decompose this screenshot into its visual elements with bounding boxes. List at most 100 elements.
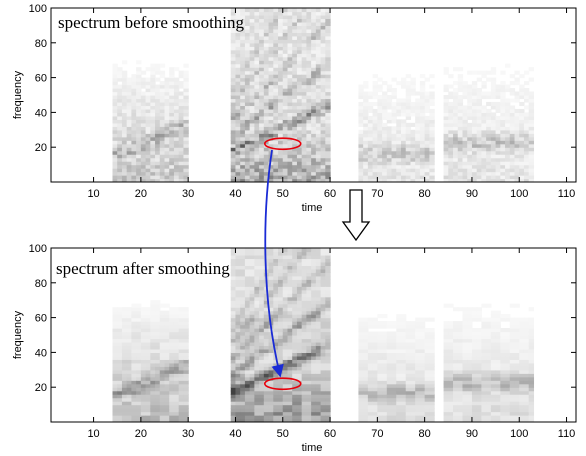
heatmap-cell: [358, 352, 364, 357]
heatmap-cell: [131, 397, 137, 402]
heatmap-cell: [263, 362, 270, 367]
heatmap-cell: [183, 310, 189, 315]
heatmap-cell: [244, 258, 251, 263]
heatmap-cell: [311, 129, 317, 134]
heatmap-cell: [112, 108, 118, 113]
heatmap-cell: [476, 168, 483, 173]
heatmap-cell: [136, 394, 142, 399]
heatmap-cell: [401, 390, 407, 395]
heatmap-cell: [282, 390, 289, 395]
heatmap-cell: [155, 411, 161, 416]
heatmap-cell: [315, 338, 322, 343]
heatmap-cell: [126, 404, 133, 409]
heatmap-cell: [155, 105, 161, 110]
heatmap-cell: [396, 324, 402, 329]
heatmap-cell: [136, 397, 142, 402]
heatmap-cell: [178, 317, 185, 322]
heatmap-cell: [296, 254, 303, 260]
heatmap-cell: [273, 265, 279, 270]
heatmap-cell: [391, 105, 397, 110]
heatmap-cell: [311, 401, 317, 406]
heatmap-cell: [244, 335, 251, 340]
heatmap-cell: [140, 390, 147, 395]
heatmap-cell: [136, 338, 142, 343]
heatmap-cell: [169, 380, 175, 385]
heatmap-cell: [325, 390, 331, 395]
heatmap-cell: [282, 310, 289, 315]
heatmap-cell: [240, 272, 246, 277]
heatmap-cell: [372, 126, 378, 131]
heatmap-cell: [112, 328, 118, 333]
heatmap-cell: [178, 359, 185, 364]
heatmap-cell: [443, 401, 449, 406]
heatmap-cell: [372, 143, 378, 148]
heatmap-cell: [490, 157, 497, 162]
heatmap-cell: [296, 105, 303, 110]
heatmap-cell: [367, 397, 374, 402]
heatmap-cell: [481, 171, 487, 176]
heatmap-cell: [320, 150, 326, 155]
heatmap-cell: [259, 359, 265, 364]
heatmap-cell: [495, 143, 501, 148]
heatmap-cell: [382, 112, 388, 117]
heatmap-cell: [259, 161, 265, 166]
heatmap-cell: [481, 126, 487, 131]
heatmap-cell: [268, 39, 274, 44]
heatmap-cell: [505, 175, 511, 180]
heatmap-cell: [230, 345, 237, 350]
heatmap-cell: [396, 119, 402, 124]
heatmap-cell: [315, 411, 322, 416]
heatmap-cell: [296, 77, 303, 82]
heatmap-cell: [320, 317, 326, 322]
heatmap-cell: [471, 362, 478, 367]
heatmap-cell: [249, 352, 255, 357]
heatmap-cell: [471, 101, 478, 107]
heatmap-cell: [419, 408, 426, 413]
heatmap-cell: [178, 408, 185, 413]
heatmap-cell: [490, 119, 497, 124]
heatmap-cell: [509, 81, 516, 86]
heatmap-cell: [282, 321, 289, 326]
heatmap-cell: [259, 331, 265, 336]
heatmap-cell: [249, 390, 255, 395]
heatmap-cell: [410, 81, 416, 86]
heatmap-cell: [126, 119, 133, 124]
heatmap-cell: [405, 408, 412, 413]
heatmap-cell: [429, 380, 435, 385]
heatmap-cell: [268, 307, 274, 312]
heatmap-cell: [315, 101, 322, 107]
heatmap-cell: [259, 272, 265, 277]
heatmap-cell: [169, 150, 175, 155]
heatmap-cell: [136, 408, 142, 413]
heatmap-cell: [320, 161, 326, 166]
heatmap-cell: [363, 122, 369, 127]
heatmap-cell: [391, 77, 397, 82]
heatmap-cell: [419, 355, 426, 360]
heatmap-cell: [126, 98, 133, 103]
heatmap-cell: [268, 8, 274, 13]
heatmap-cell: [363, 390, 369, 395]
heatmap-cell: [471, 178, 478, 182]
heatmap-cell: [377, 105, 383, 110]
heatmap-cell: [259, 279, 265, 284]
heatmap-cell: [240, 338, 246, 343]
heatmap-cell: [178, 314, 185, 319]
heatmap-cell: [296, 303, 303, 308]
heatmap-cell: [230, 289, 237, 294]
heatmap-cell: [278, 383, 284, 388]
heatmap-cell: [372, 366, 378, 371]
heatmap-cell: [268, 42, 274, 47]
heatmap-cell: [495, 164, 501, 169]
heatmap-cell: [377, 143, 383, 148]
heatmap-cell: [306, 418, 312, 422]
heatmap-cell: [453, 81, 459, 86]
heatmap-cell: [315, 369, 322, 374]
heatmap-cell: [292, 418, 298, 422]
heatmap-cell: [457, 324, 464, 329]
heatmap-cell: [263, 84, 270, 89]
heatmap-cell: [396, 362, 402, 367]
heatmap-cell: [481, 348, 487, 353]
heatmap-cell: [415, 366, 421, 371]
heatmap-cell: [178, 175, 185, 180]
heatmap-cell: [159, 133, 166, 138]
